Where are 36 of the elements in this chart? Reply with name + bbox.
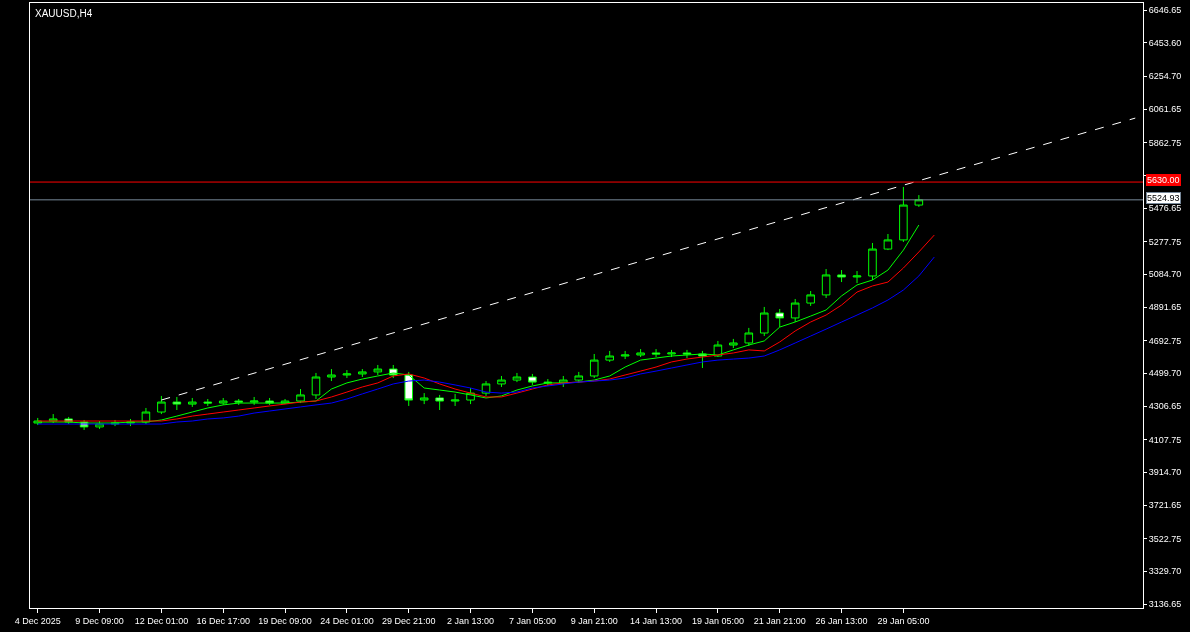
y-tick-label: 6646.65 (1148, 5, 1182, 16)
x-tick-label: 9 Dec 09:00 (75, 615, 124, 626)
y-tick-label: 4891.65 (1148, 302, 1182, 313)
x-tick-label: 9 Jan 21:00 (570, 615, 618, 626)
y-tick-label: 3136.65 (1148, 599, 1182, 610)
y-tick-label: 6453.60 (1148, 37, 1182, 48)
y-tick-label: 5084.70 (1148, 269, 1182, 280)
y-tick-label: 6254.70 (1148, 71, 1182, 82)
y-tick-label: 5862.75 (1148, 137, 1182, 148)
x-tick-label: 21 Jan 21:00 (753, 615, 806, 626)
x-tick-label: 14 Jan 13:00 (630, 615, 683, 626)
y-tick-label: 3522.75 (1148, 533, 1182, 544)
x-tick-label: 2 Jan 13:00 (447, 615, 495, 626)
x-tick-label: 29 Dec 21:00 (381, 615, 436, 626)
y-tick-label: 3914.70 (1148, 467, 1182, 478)
y-tick-label: 5277.75 (1148, 236, 1182, 247)
y-tick-label: 4306.65 (1148, 401, 1182, 412)
text: XAUUSD,H4 (35, 8, 93, 19)
x-tick-label: 26 Jan 13:00 (815, 615, 868, 626)
y-tick-label: 4107.75 (1148, 434, 1182, 445)
x-tick-label: 29 Jan 05:00 (877, 615, 930, 626)
x-tick-label: 19 Jan 05:00 (691, 615, 744, 626)
x-tick-label: 24 Dec 01:00 (320, 615, 374, 626)
ref-line-label: 5524.93 (1147, 193, 1180, 203)
y-tick-label: 4499.70 (1148, 368, 1182, 379)
x-tick-label: 12 Dec 01:00 (134, 615, 189, 626)
y-tick-label: 5476.65 (1148, 203, 1182, 214)
y-tick-label: 4692.75 (1148, 335, 1182, 346)
x-tick-label: 4 Dec 2025 (14, 615, 61, 626)
x-tick-label: 19 Dec 09:00 (258, 615, 312, 626)
x-tick-label: 16 Dec 17:00 (196, 615, 250, 626)
y-tick-label: 6061.65 (1148, 104, 1182, 115)
x-tick-label: 7 Jan 05:00 (508, 615, 556, 626)
ref-line-label: 5630.00 (1147, 175, 1180, 185)
y-tick-label: 3721.65 (1148, 500, 1182, 511)
y-tick-label: 3329.70 (1148, 566, 1182, 577)
